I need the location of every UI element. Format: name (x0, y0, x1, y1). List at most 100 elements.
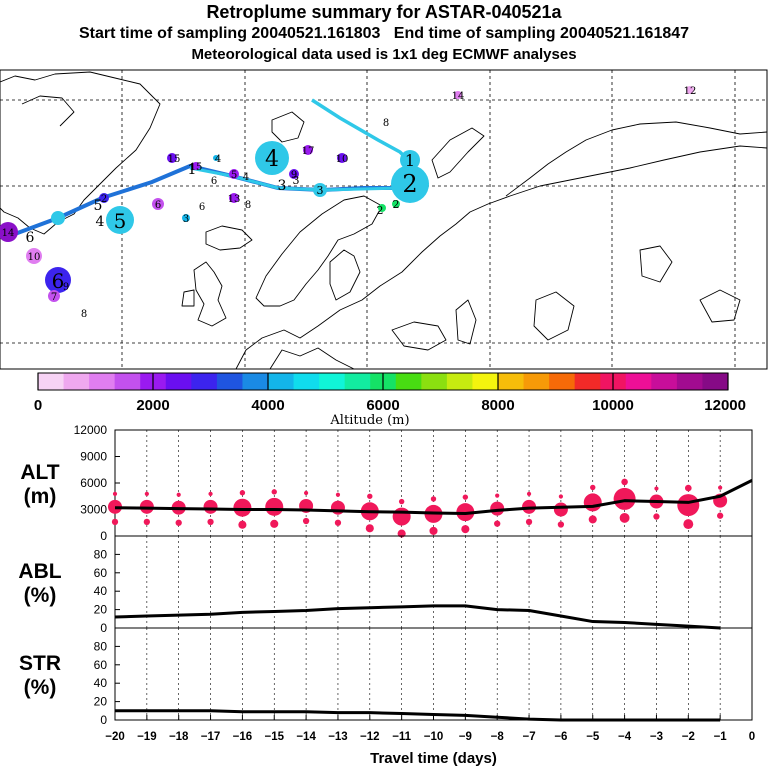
cluster-circle (152, 198, 164, 210)
cluster-circle (392, 200, 400, 208)
plume-number: 10 (28, 252, 41, 263)
plume-number: 9 (291, 170, 297, 181)
panel-ylabel: ABL (18, 560, 61, 583)
colorbar-swatch (625, 373, 652, 390)
x-tick-label: −8 (491, 731, 505, 743)
colorbar-swatch (446, 373, 473, 390)
alt-marker-small (685, 484, 692, 492)
cluster-circle (99, 193, 109, 203)
colorbar-swatch (242, 373, 269, 390)
x-tick-label: −13 (328, 731, 348, 743)
alt-marker-small (653, 513, 660, 520)
plume-number: 4 (243, 172, 249, 183)
plume-number: 14 (2, 228, 15, 239)
y-tick-label: 6000 (80, 476, 107, 490)
plume-number: 6 (199, 202, 205, 213)
alt-marker-small (334, 519, 342, 526)
cluster-circle (0, 222, 18, 242)
x-tick-label: −11 (392, 731, 411, 743)
cluster-circle (337, 153, 347, 163)
cluster-circle (313, 183, 327, 197)
y-tick-label: 20 (94, 603, 108, 617)
y-tick-label: 40 (94, 584, 108, 598)
map-panel: 2 4 5 6 1 1 3 5 4 6 3 3 2 2 4 4 6 6 8 8 … (0, 69, 768, 370)
x-tick-label: −20 (105, 731, 125, 743)
cluster-circle (289, 169, 299, 179)
colorbar-swatch (319, 373, 346, 390)
colorbar-tick-label: 6000 (366, 397, 399, 414)
cluster-circle (255, 141, 289, 175)
colorbar-swatch (574, 373, 601, 390)
x-tick-label: −4 (618, 731, 632, 743)
map-coastlines (0, 71, 768, 370)
colorbar-tick-label: 0 (34, 397, 42, 414)
y-tick-label: 12000 (74, 423, 108, 437)
panel-ylabel-unit: (%) (24, 584, 57, 607)
plume-number: 5 (114, 209, 127, 233)
colorbar-tick-label: 4000 (251, 397, 284, 414)
plume-number: 1 (405, 151, 415, 170)
x-tick-label: −3 (650, 731, 663, 743)
y-tick-label: 3000 (80, 503, 107, 517)
alt-marker-small (367, 493, 373, 499)
colorbar-swatch (702, 373, 729, 390)
alt-marker-small (207, 518, 214, 525)
colorbar-swatch (89, 373, 116, 390)
alt-marker-small (588, 515, 597, 524)
panel-abl: 0 20 40 60 80 ABL(%) (18, 535, 753, 635)
y-tick-label: 0 (100, 713, 107, 727)
y-tick-label: 20 (94, 695, 108, 709)
plume-number: 12 (684, 86, 697, 97)
x-tick-label: −6 (554, 731, 567, 743)
colorbar-tick-label: 10000 (592, 397, 634, 414)
cluster-circle (378, 204, 386, 212)
cluster-circle (48, 290, 60, 302)
x-axis-label: Travel time (days) (370, 750, 497, 767)
alt-marker (553, 502, 568, 517)
colorbar-swatch (191, 373, 218, 390)
series-line-alt (114, 479, 753, 515)
x-tick-label: −10 (424, 731, 444, 743)
colorbar-swatch (651, 373, 678, 390)
alt-marker-small (526, 491, 532, 496)
x-tick-label: −7 (522, 731, 535, 743)
plume-number: 17 (302, 146, 315, 157)
alt-marker-small (208, 491, 213, 496)
plume-number: 2 (101, 194, 107, 205)
y-tick-label: 0 (100, 529, 107, 543)
x-tick-label: −17 (201, 731, 221, 743)
colorbar-swatch (344, 373, 371, 390)
panel-alt: 0 3000 6000 9000 12000 ALT(m) (20, 423, 753, 543)
alt-marker (330, 500, 345, 515)
alt-marker-small (429, 526, 438, 535)
cluster-circle (391, 165, 429, 203)
plume-numbers: 2 4 5 6 1 1 3 5 4 6 3 3 2 2 4 4 6 6 8 8 … (2, 86, 697, 320)
plume-number: 1 (188, 162, 197, 178)
x-tick-label: −9 (459, 731, 472, 743)
start-time-label: Start time of sampling 20040521.161803 (78, 25, 381, 42)
y-tick-label: 40 (94, 676, 108, 690)
alt-marker (233, 498, 252, 517)
y-tick-label: 60 (94, 566, 108, 580)
series-line-abl (114, 604, 721, 630)
alt-marker (613, 487, 636, 510)
alt-marker-small (335, 492, 341, 497)
alt-marker-small (238, 520, 247, 529)
cluster-circle (400, 150, 420, 170)
plume-number: 6 (155, 200, 161, 211)
plume-number: 8 (383, 118, 389, 129)
colorbar-swatch (549, 373, 576, 390)
colorbar-swatch (293, 373, 320, 390)
colorbar-swatch (472, 373, 499, 390)
plume-number: 4 (265, 147, 279, 172)
cluster-circle (26, 248, 42, 264)
x-tick-label: 0 (749, 731, 755, 743)
plume-number: 8 (245, 200, 251, 211)
plume-number: 2 (393, 198, 400, 211)
cluster-circle (51, 211, 65, 225)
alt-marker (203, 499, 218, 514)
alt-marker-small (112, 491, 118, 496)
met-data-label: Meteorological data used is 1x1 deg ECMW… (191, 46, 577, 63)
alt-marker-small (175, 519, 182, 526)
